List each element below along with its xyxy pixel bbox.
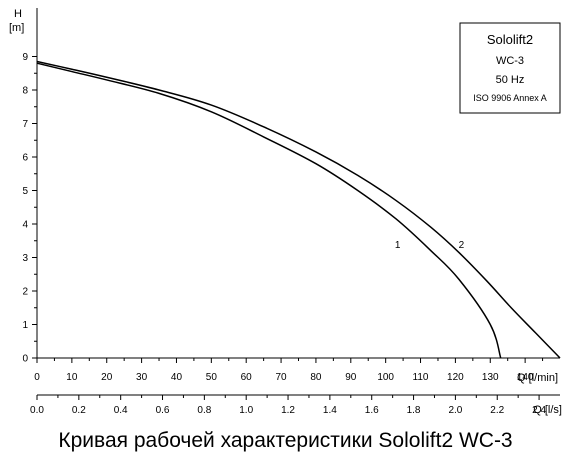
curve-2-line [36,60,561,359]
x-tick-label: 110 [413,372,429,383]
y-tick-label: 1 [22,320,28,331]
x2-tick-label: 2.0 [448,405,462,416]
x2-tick-label: 1.8 [407,405,421,416]
x2-tick-label: 0.2 [72,405,86,416]
x-tick-label: 140 [517,372,534,383]
y-tick-label: 4 [22,220,28,231]
x2-tick-label: 1.6 [365,405,379,416]
legend-frequency: 50 Hz [496,74,525,86]
x-tick-label: 80 [310,372,322,383]
x-tick-label: 40 [171,372,183,383]
y-tick-label: 9 [22,52,28,63]
x-tick-label: 70 [276,372,288,383]
chart-caption: Кривая рабочей характеристики Sololift2 … [58,429,513,452]
y-tick-label: 5 [22,186,28,197]
x2-tick-label: 2.2 [490,405,504,416]
x-tick-label: 20 [101,372,113,383]
y-tick-label: 0 [22,354,28,365]
x2-tick-label: 0.6 [156,405,170,416]
x-tick-label: 30 [136,372,148,383]
x-tick-label: 90 [345,372,357,383]
x-tick-label: 130 [482,372,499,383]
legend-standard: ISO 9906 Annex A [473,93,547,103]
x-tick-label: 120 [447,372,464,383]
y-tick-label: 2 [22,287,28,298]
curve-1-label: 1 [395,240,401,251]
y-tick-label: 6 [22,153,28,164]
x2-tick-label: 1.0 [239,405,253,416]
x2-tick-label: 0.4 [114,405,128,416]
legend-product: Sololift2 [487,32,533,47]
x2-tick-label: 0.0 [30,405,44,416]
x-tick-label: 10 [66,372,78,383]
legend-box [459,22,561,114]
x2-axis-label: Q [l/s] [533,404,562,416]
legend-model: WC-3 [496,55,524,67]
x-tick-label: 60 [241,372,253,383]
x-tick-label: 100 [377,372,394,383]
x2-tick-label: 1.2 [281,405,295,416]
y-axis-unit: [m] [9,22,24,34]
y-axis-label: H [14,8,22,20]
y-tick-label: 7 [22,119,28,130]
curve-1-line [36,62,502,359]
curve-2-label: 2 [459,240,465,251]
x-tick-label: 0 [34,372,40,383]
y-tick-label: 8 [22,86,28,97]
x-axis-label: Q [l/min] [517,372,558,384]
y-tick-label: 3 [22,253,28,264]
x2-tick-label: 2.4 [532,405,546,416]
x2-tick-label: 1.4 [323,405,337,416]
x2-tick-label: 0.8 [197,405,211,416]
x-tick-label: 50 [206,372,218,383]
